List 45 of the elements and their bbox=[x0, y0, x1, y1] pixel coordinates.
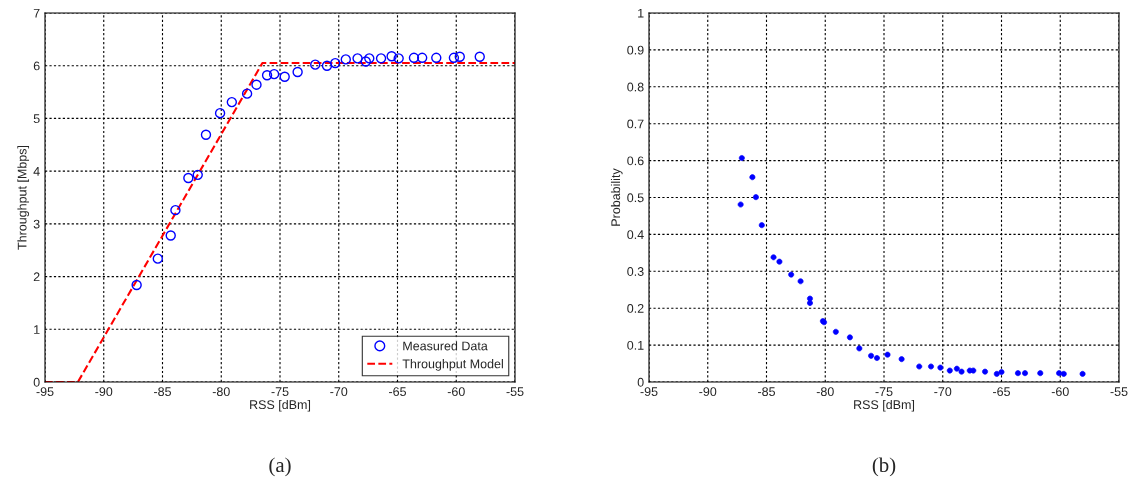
y-tick-label: 6 bbox=[33, 61, 40, 71]
text: (b) bbox=[872, 457, 896, 477]
y-tick-label: 0 bbox=[637, 377, 644, 387]
y-tick-label: 7 bbox=[33, 8, 40, 18]
x-tick-label: -80 bbox=[212, 387, 230, 397]
x-tick-label: -90 bbox=[95, 387, 113, 397]
x-tick-label: -70 bbox=[330, 387, 348, 397]
y-tick-label: 0.9 bbox=[627, 45, 644, 55]
legend-label: Measured Data bbox=[403, 341, 488, 351]
text: (a) bbox=[269, 457, 291, 477]
y-tick-label: 5 bbox=[33, 114, 40, 124]
y-tick-label: 0.2 bbox=[627, 304, 644, 313]
x-tick-label: -60 bbox=[1051, 387, 1069, 397]
y-tick-label: 0.5 bbox=[627, 193, 644, 203]
y-tick-label: 2 bbox=[33, 272, 40, 282]
y-tick-label: 0 bbox=[33, 377, 40, 387]
y-tick-label: 0.6 bbox=[627, 156, 644, 166]
x-tick-label: -55 bbox=[506, 387, 524, 397]
y-tick-label: 3 bbox=[33, 219, 40, 229]
y-tick-label: 0.8 bbox=[627, 82, 644, 92]
legend-label: Throughput Model bbox=[402, 359, 503, 371]
y-axis-title: Throughput [Mbps] bbox=[17, 145, 30, 250]
x-tick-label: -95 bbox=[36, 387, 54, 397]
y-axis-title: Probability bbox=[610, 168, 623, 226]
y-tick-label: 0.1 bbox=[627, 340, 644, 350]
x-tick-label: -90 bbox=[699, 387, 717, 397]
x-tick-label: -70 bbox=[934, 387, 952, 397]
x-tick-label: -80 bbox=[816, 387, 834, 397]
y-tick-label: 1 bbox=[34, 325, 40, 334]
x-axis-title: RSS [dBm] bbox=[854, 399, 915, 412]
x-tick-label: -60 bbox=[447, 387, 465, 397]
y-tick-label: 0.4 bbox=[627, 230, 644, 240]
x-axis-title: RSS [dBm] bbox=[250, 399, 311, 412]
x-tick-label: -65 bbox=[389, 387, 407, 397]
x-tick-label: -65 bbox=[993, 387, 1011, 397]
x-tick-label: -85 bbox=[154, 387, 172, 397]
y-tick-label: 1 bbox=[638, 8, 644, 18]
y-tick-label: 4 bbox=[33, 167, 40, 176]
x-tick-label: -95 bbox=[640, 387, 658, 397]
x-tick-label: -75 bbox=[271, 387, 289, 397]
y-tick-label: 0.7 bbox=[627, 119, 644, 129]
x-tick-label: -75 bbox=[875, 387, 893, 397]
x-tick-label: -55 bbox=[1110, 387, 1128, 397]
x-tick-label: -85 bbox=[758, 387, 776, 397]
y-tick-label: 0.3 bbox=[627, 267, 644, 276]
